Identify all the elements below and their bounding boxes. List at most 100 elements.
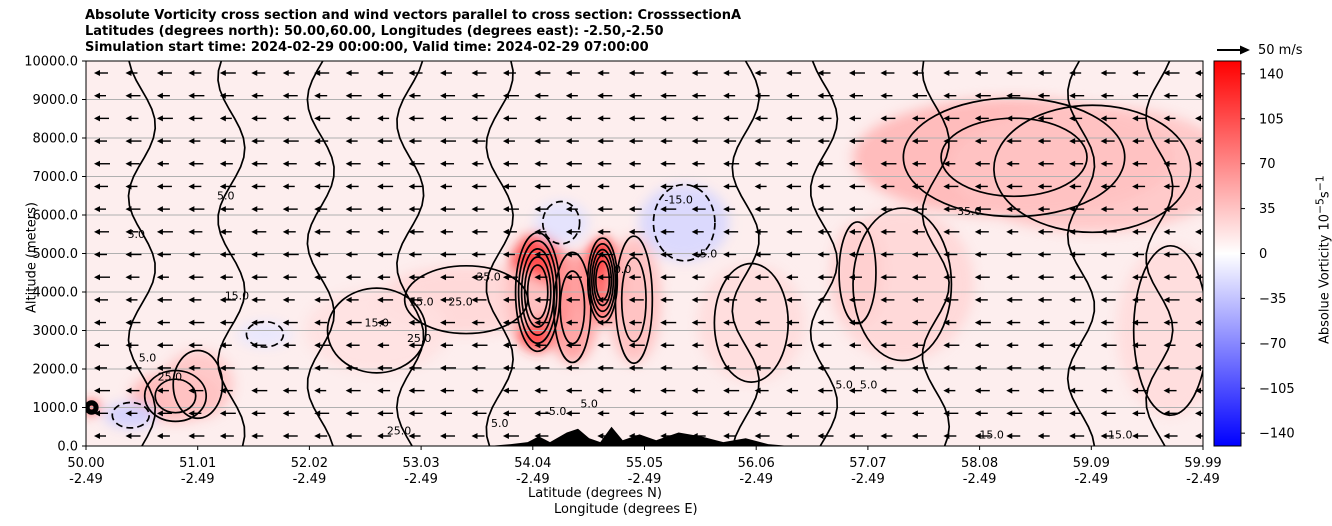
- wind-vector: [1006, 296, 1023, 303]
- wind-vector: [471, 410, 487, 417]
- wind-vector: [786, 70, 802, 76]
- wind-vector: [188, 115, 203, 122]
- wind-vector: [377, 183, 394, 190]
- wind-vector: [1163, 364, 1179, 371]
- colorbar-tick-label: −140: [1259, 427, 1295, 442]
- wind-vector: [188, 251, 201, 258]
- wind-vector: [502, 70, 516, 76]
- wind-vector: [723, 364, 737, 371]
- wind-vector: [691, 251, 707, 258]
- wind-vector: [691, 364, 707, 371]
- wind-vector: [817, 115, 832, 122]
- wind-vector: [974, 433, 991, 439]
- wind-vector: [282, 319, 298, 326]
- wind-vector: [848, 115, 861, 122]
- wind-vector: [565, 228, 581, 235]
- wind-vector: [628, 138, 643, 145]
- wind-vector: [597, 206, 613, 213]
- contour-line: [526, 264, 549, 320]
- wind-vector: [565, 387, 582, 394]
- wind-vector: [440, 183, 453, 190]
- contour-label: 15.0: [979, 428, 1004, 441]
- wind-vector: [251, 115, 267, 122]
- wind-vector: [471, 138, 486, 145]
- wind-vector: [219, 160, 233, 167]
- wind-vector: [251, 228, 267, 235]
- wind-vector: [911, 387, 926, 394]
- wind-vector: [1195, 364, 1203, 371]
- wind-vector: [156, 92, 170, 99]
- vector-reference-label: 50 m/s: [1258, 43, 1303, 58]
- x-tick-label-latitude: 57.07: [849, 456, 886, 471]
- wind-vector: [1100, 115, 1117, 122]
- wind-vector: [974, 410, 988, 417]
- wind-vector: [471, 92, 485, 99]
- wind-vector: [94, 410, 108, 417]
- wind-vector: [786, 138, 801, 145]
- wind-vector: [314, 160, 327, 167]
- wind-vector: [1069, 228, 1083, 235]
- wind-vector: [691, 410, 708, 417]
- vorticity-blob: [830, 221, 885, 324]
- wind-vector: [502, 274, 518, 281]
- wind-vector: [188, 138, 201, 145]
- contour-line: [838, 221, 877, 325]
- wind-vector: [1100, 274, 1113, 281]
- contour-line: [403, 264, 529, 335]
- wind-vector: [94, 115, 109, 122]
- wind-vector: [219, 364, 235, 371]
- wind-vector: [1037, 206, 1050, 213]
- wind-vector: [1195, 228, 1203, 235]
- contour-label: 25.0: [158, 371, 183, 384]
- contour-line: [614, 235, 654, 365]
- wind-vector: [440, 251, 457, 258]
- wind-vector: [660, 364, 673, 371]
- wind-vector: [1006, 342, 1019, 349]
- wind-vector: [471, 115, 488, 122]
- wind-vector: [188, 228, 203, 235]
- wind-vector: [251, 296, 266, 303]
- x-tick-label-latitude: 50.00: [67, 456, 104, 471]
- wind-vector: [848, 92, 863, 99]
- wind-vector: [471, 251, 486, 258]
- wind-vector: [502, 160, 518, 167]
- wind-vector: [408, 319, 421, 326]
- contour-label: 0.0: [614, 263, 632, 276]
- y-tick-label: 7000.0: [33, 170, 79, 185]
- wind-vector: [534, 206, 549, 213]
- wind-vector: [628, 364, 643, 371]
- wind-vector: [628, 296, 644, 303]
- wind-vector: [880, 319, 893, 326]
- y-tick-label: 1000.0: [33, 401, 79, 416]
- wind-vector: [1132, 70, 1146, 76]
- contour-line: [921, 61, 951, 446]
- wind-vector: [502, 115, 517, 122]
- wind-vector: [660, 92, 677, 99]
- wind-vector: [314, 433, 328, 439]
- wind-vector: [94, 206, 106, 213]
- wind-vector: [691, 342, 704, 349]
- wind-vector: [282, 274, 297, 281]
- wind-vector: [974, 70, 988, 76]
- x-tick-label-latitude: 59.99: [1184, 456, 1221, 471]
- wind-vector: [880, 228, 896, 235]
- wind-vector: [125, 160, 140, 167]
- wind-vector: [502, 364, 515, 371]
- wind-vector: [943, 228, 960, 235]
- wind-vector: [848, 433, 863, 439]
- wind-vector: [1195, 410, 1203, 417]
- wind-vector: [502, 410, 516, 417]
- wind-vector: [1132, 138, 1145, 145]
- wind-vector: [1069, 410, 1082, 417]
- plot-area: 5.05.015.0 15.0 25.035.015.025.0-15.0-5.00…: [86, 61, 1203, 446]
- wind-vector: [1163, 319, 1178, 326]
- contour-labels: 5.05.015.0 15.0 25.035.015.025.0-15.0-5.00…: [128, 190, 1133, 442]
- wind-vector: [817, 319, 834, 326]
- wind-vector: [1163, 138, 1179, 145]
- wind-vector: [282, 433, 298, 439]
- contour-label: 15.0: [409, 295, 434, 308]
- wind-vector: [660, 206, 677, 213]
- wind-vector: [377, 296, 394, 303]
- wind-vector: [786, 433, 800, 439]
- wind-vector: [94, 296, 108, 303]
